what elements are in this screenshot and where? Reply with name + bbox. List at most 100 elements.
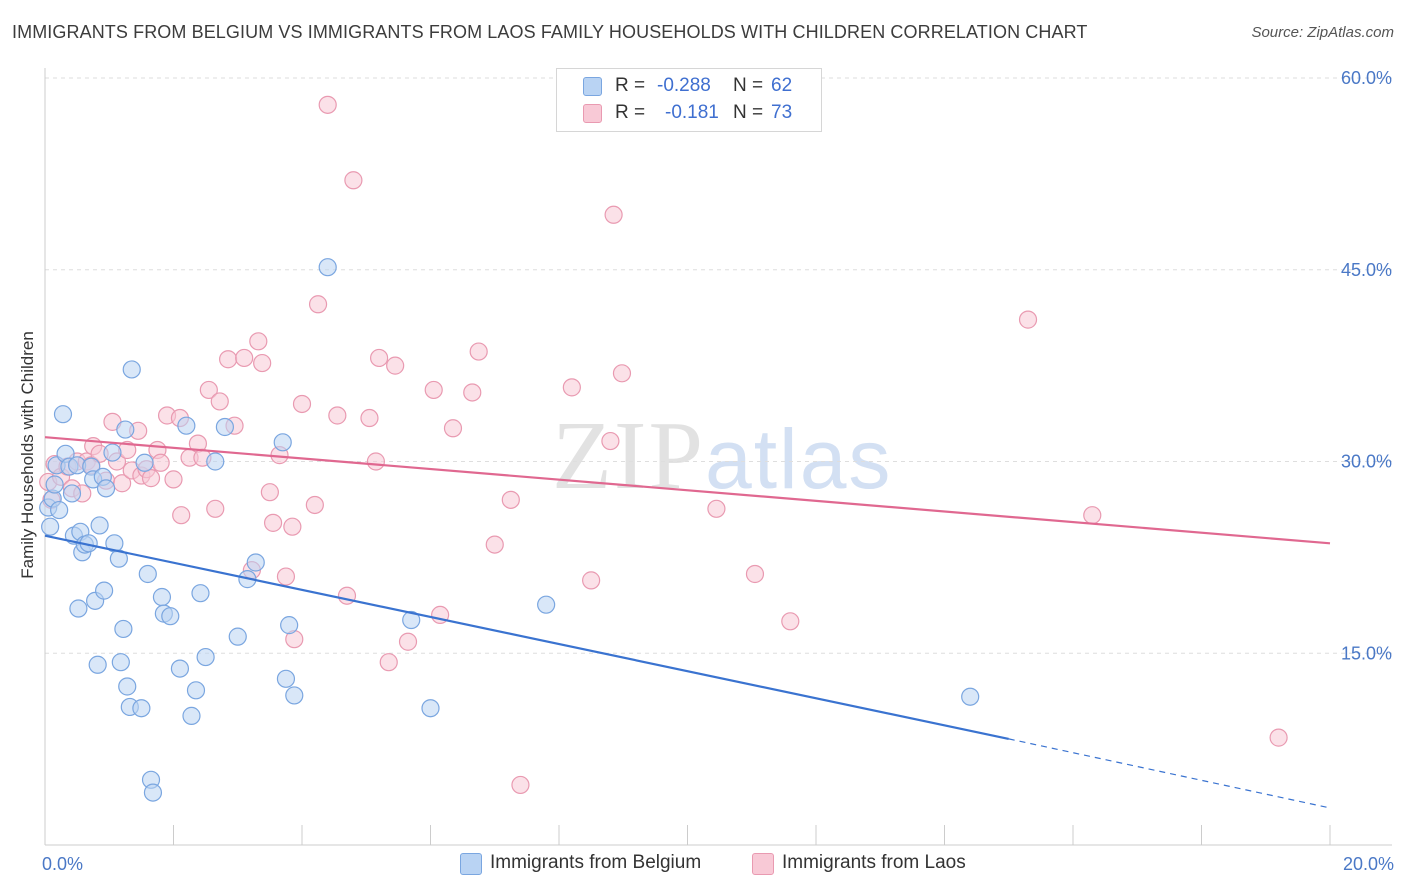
belgium-point — [96, 479, 116, 498]
belgium-point — [170, 659, 190, 678]
watermark-atlas: atlas — [705, 412, 893, 506]
laos-point — [206, 499, 225, 518]
laos-point — [249, 332, 268, 351]
laos-point — [469, 342, 488, 361]
belgium-point — [246, 553, 265, 572]
laos-point — [318, 95, 337, 114]
laos-point — [511, 775, 530, 795]
belgium-series — [39, 258, 980, 802]
laos-point — [344, 171, 363, 190]
y-axis-ticks: 15.0% 30.0% 45.0% 60.0% — [1341, 68, 1392, 663]
belgium-point — [215, 417, 234, 437]
laos-legend-label: Immigrants from Laos — [782, 852, 966, 873]
belgium-point — [50, 500, 69, 520]
laos-point — [308, 295, 328, 314]
laos-r-label: R = — [615, 102, 646, 123]
belgium-swatch — [583, 77, 602, 96]
laos-r-value: -0.181 — [665, 102, 719, 123]
belgium-point — [191, 584, 210, 603]
belgium-point — [118, 677, 137, 696]
belgium-trend-extension — [1008, 738, 1331, 809]
laos-point — [305, 495, 324, 515]
belgium-point — [132, 699, 151, 718]
y-tick-label-3: 60.0% — [1341, 68, 1392, 88]
laos-point — [292, 394, 312, 414]
belgium-point — [276, 669, 296, 688]
laos-point — [260, 483, 279, 502]
belgium-point — [177, 416, 196, 435]
belgium-point — [273, 433, 292, 452]
belgium-point — [161, 607, 180, 626]
laos-point — [485, 535, 504, 554]
laos-point — [151, 453, 170, 472]
laos-point — [582, 571, 601, 590]
laos-point — [707, 499, 726, 518]
source-label: Source: ZipAtlas.com — [1251, 24, 1394, 41]
laos-point — [398, 632, 418, 651]
belgium-point — [45, 475, 64, 494]
y-tick-label-0: 15.0% — [1341, 643, 1392, 663]
laos-point — [370, 348, 389, 368]
belgium-point — [152, 587, 172, 607]
belgium-point — [228, 627, 247, 646]
belgium-point — [135, 453, 154, 472]
laos-n-label: N = — [733, 102, 764, 123]
laos-point — [386, 356, 405, 375]
trend-lines — [44, 436, 1331, 809]
laos-point — [263, 513, 283, 532]
laos-point — [253, 353, 272, 373]
y-tick-label-2: 45.0% — [1341, 260, 1392, 280]
laos-legend-swatch — [752, 853, 774, 875]
laos-point — [604, 205, 623, 224]
laos-point — [112, 474, 132, 493]
laos-point — [235, 348, 254, 368]
belgium-point — [53, 405, 73, 424]
belgium-point — [90, 516, 109, 535]
laos-point — [424, 380, 443, 400]
laos-point — [199, 380, 218, 400]
belgium-point — [143, 783, 163, 802]
belgium-point — [186, 681, 206, 700]
belgium-n-value: 62 — [771, 75, 793, 96]
laos-point — [501, 490, 520, 509]
watermark: ZIPatlas — [552, 400, 892, 512]
laos-point — [1018, 310, 1038, 329]
laos-swatch — [583, 104, 602, 123]
belgium-point — [111, 653, 130, 672]
laos-point — [219, 350, 238, 369]
laos-point — [141, 469, 161, 488]
belgium-point — [103, 443, 122, 462]
laos-point — [172, 506, 191, 525]
chart-title: IMMIGRANTS FROM BELGIUM VS IMMIGRANTS FR… — [12, 22, 1088, 42]
axes — [44, 68, 1392, 846]
belgium-r-value: -0.288 — [657, 75, 711, 96]
y-tick-label-1: 30.0% — [1341, 452, 1392, 472]
laos-point — [276, 567, 296, 586]
laos-point — [328, 406, 347, 425]
laos-point — [562, 378, 581, 397]
laos-point — [1083, 506, 1102, 525]
belgium-point — [62, 484, 82, 503]
laos-point — [612, 364, 632, 383]
belgium-point — [114, 619, 133, 639]
y-axis-label: Family Households with Children — [18, 331, 37, 579]
belgium-legend-label: Immigrants from Belgium — [490, 852, 702, 873]
x-tick-label-0: 0.0% — [42, 854, 83, 874]
belgium-point — [41, 517, 60, 536]
belgium-point — [116, 420, 135, 439]
belgium-point — [88, 655, 107, 674]
watermark-zip: ZIP — [552, 402, 705, 510]
belgium-point — [537, 595, 556, 614]
laos-point — [463, 383, 482, 402]
belgium-n-label: N = — [733, 75, 764, 96]
laos-point — [210, 392, 229, 411]
belgium-r-label: R = — [615, 75, 646, 96]
laos-point — [601, 431, 620, 451]
laos-n-value: 73 — [771, 102, 793, 123]
belgium-point — [280, 616, 299, 635]
belgium-point — [122, 360, 141, 379]
laos-point — [360, 408, 379, 428]
belgium-point — [285, 686, 304, 705]
x-axis-ticks: 0.0% 20.0% — [42, 854, 1394, 874]
